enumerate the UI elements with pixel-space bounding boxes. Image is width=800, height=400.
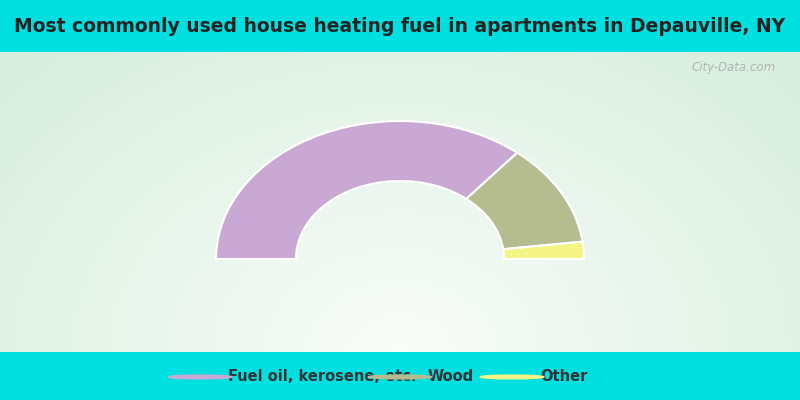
Text: Other: Other <box>540 370 587 384</box>
Text: Wood: Wood <box>428 370 474 384</box>
Text: Fuel oil, kerosene, etc.: Fuel oil, kerosene, etc. <box>228 370 417 384</box>
Wedge shape <box>503 242 584 259</box>
Text: City-Data.com: City-Data.com <box>692 61 776 74</box>
Circle shape <box>480 375 544 379</box>
Wedge shape <box>216 121 518 259</box>
Circle shape <box>368 375 432 379</box>
Wedge shape <box>466 153 582 249</box>
Circle shape <box>168 375 232 379</box>
Text: Most commonly used house heating fuel in apartments in Depauville, NY: Most commonly used house heating fuel in… <box>14 16 786 36</box>
